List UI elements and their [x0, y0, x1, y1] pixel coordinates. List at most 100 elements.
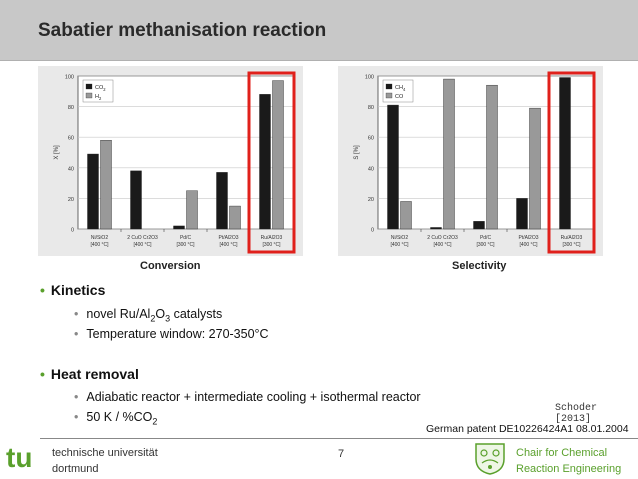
- chair-crest-icon: [475, 443, 505, 475]
- conversion-caption: Conversion: [140, 260, 201, 272]
- legend-swatch: [85, 83, 93, 90]
- bar-co: [529, 107, 541, 230]
- bar-h2: [229, 205, 241, 230]
- x-tick-label: Ni/SiO2: [391, 235, 408, 241]
- x-tick-label: [400 °C]: [519, 242, 538, 248]
- heat-removal-heading: • Heat removal: [40, 366, 139, 382]
- bar-h2: [186, 190, 198, 230]
- patent-reference: German patent DE10226424A1 08.01.2004: [426, 423, 629, 435]
- kinetics-item-text: novel Ru/Al2O3 catalysts: [86, 307, 223, 324]
- bar-ch4: [387, 104, 399, 230]
- university-name: technische universität dortmund: [52, 445, 158, 477]
- plot-area: [77, 75, 294, 230]
- x-tick-label: [400 °C]: [390, 242, 409, 248]
- selectivity-caption: Selectivity: [452, 260, 507, 272]
- heat-item-text: Adiabatic reactor + intermediate cooling…: [86, 390, 421, 404]
- page-number: 7: [338, 448, 345, 460]
- kinetics-item-catalysts: • novel Ru/Al2O3 catalysts: [74, 307, 223, 324]
- bar-ch4: [559, 77, 571, 230]
- heat-item-reactor: • Adiabatic reactor + intermediate coolin…: [74, 390, 421, 404]
- bar-ch4: [430, 227, 442, 230]
- kinetics-item-text: Temperature window: 270-350°C: [86, 327, 269, 341]
- legend-swatch: [85, 92, 93, 99]
- legend-label: CH4: [395, 85, 406, 92]
- y-tick-label: 100: [365, 75, 374, 81]
- y-tick-label: 0: [371, 228, 374, 234]
- x-tick-label: 2 CuO Cr2O3: [127, 235, 158, 241]
- y-tick-label: 80: [68, 105, 74, 111]
- legend-swatch: [385, 92, 393, 99]
- highlight-box: [547, 71, 596, 254]
- bar-co2: [87, 153, 99, 230]
- x-tick-label: [400 °C]: [133, 242, 152, 248]
- x-tick-label: Ru/Al2O3: [261, 235, 283, 241]
- legend-label: CO2: [95, 85, 106, 92]
- legend-swatch: [385, 83, 393, 90]
- x-tick-label: [400 °C]: [90, 242, 109, 248]
- x-tick-label: Ni/SiO2: [91, 235, 108, 241]
- bar-co: [443, 78, 455, 230]
- bar-h2: [100, 140, 112, 230]
- y-tick-label: 20: [368, 197, 374, 203]
- x-tick-label: Ru/Al2O3: [561, 235, 583, 241]
- bar-co2: [259, 94, 271, 230]
- heat-item-text: 50 K / %CO2: [86, 410, 158, 427]
- citation-author: Schoder: [555, 403, 598, 414]
- x-tick-label: [400 °C]: [219, 242, 238, 248]
- kinetics-heading: • Kinetics: [40, 282, 106, 298]
- bar-co: [486, 84, 498, 230]
- y-tick-label: 40: [368, 166, 374, 172]
- heat-item-temperature: • 50 K / %CO2: [74, 410, 158, 427]
- x-tick-label: [300 °C]: [262, 242, 281, 248]
- y-axis-label: S [%]: [354, 145, 360, 160]
- chair-name: Chair for Chemical Reaction Engineering: [516, 445, 621, 477]
- x-tick-label: [400 °C]: [433, 242, 452, 248]
- y-tick-label: 100: [65, 75, 74, 81]
- tu-logo-icon: tu: [4, 442, 48, 472]
- y-tick-label: 40: [68, 166, 74, 172]
- legend-label: CO: [395, 94, 404, 100]
- svg-text:tu: tu: [6, 442, 32, 472]
- y-tick-label: 60: [368, 136, 374, 142]
- university-line-2: dortmund: [52, 463, 99, 475]
- citation-note: Schoder [2013]: [555, 403, 597, 425]
- x-tick-label: Pd/C: [480, 235, 492, 241]
- y-tick-label: 60: [68, 136, 74, 142]
- bar-ch4: [473, 221, 485, 230]
- x-tick-label: Pt/Al2O3: [518, 235, 538, 241]
- kinetics-label: Kinetics: [50, 282, 106, 298]
- heat-removal-label: Heat removal: [50, 366, 139, 382]
- citation-year: [2013]: [555, 414, 592, 425]
- x-tick-label: Pd/C: [180, 235, 192, 241]
- conversion-chart-panel: 0 20 40 60 80 100 X [%] Ni/SiO2 [400 °C] 2 CuO Cr…: [38, 66, 303, 256]
- university-line-1: technische universität: [52, 447, 158, 459]
- y-axis-label: X [%]: [54, 145, 60, 160]
- bar-h2: [272, 80, 284, 230]
- title-bar: Sabatier methanisation reaction: [0, 0, 638, 61]
- bar-co2: [216, 172, 228, 230]
- chair-line-1: Chair for Chemical: [516, 447, 608, 459]
- footer-divider: [40, 438, 638, 439]
- bar-co2: [130, 170, 142, 230]
- selectivity-chart-panel: 0 20 40 60 80 100 S [%] Ni/SiO2 [400 °C] 2 CuO Cr…: [338, 66, 603, 256]
- x-tick-label: 2 CuO Cr2O3: [427, 235, 458, 241]
- y-tick-label: 0: [71, 228, 74, 234]
- legend-label: H2: [95, 94, 102, 101]
- chair-line-2: Reaction Engineering: [516, 463, 622, 475]
- x-tick-label: Pt/Al2O3: [218, 235, 238, 241]
- highlight-box: [247, 71, 296, 254]
- kinetics-item-temperature: • Temperature window: 270-350°C: [74, 327, 269, 341]
- bar-ch4: [516, 198, 528, 230]
- bar-co: [400, 201, 412, 230]
- chart-legend: CH4 CO: [382, 79, 414, 103]
- slide-title: Sabatier methanisation reaction: [38, 20, 327, 41]
- x-tick-label: [300 °C]: [562, 242, 581, 248]
- bar-co2: [173, 225, 185, 230]
- x-tick-label: [300 °C]: [476, 242, 495, 248]
- y-tick-label: 80: [368, 105, 374, 111]
- y-tick-label: 20: [68, 197, 74, 203]
- x-tick-label: [300 °C]: [176, 242, 195, 248]
